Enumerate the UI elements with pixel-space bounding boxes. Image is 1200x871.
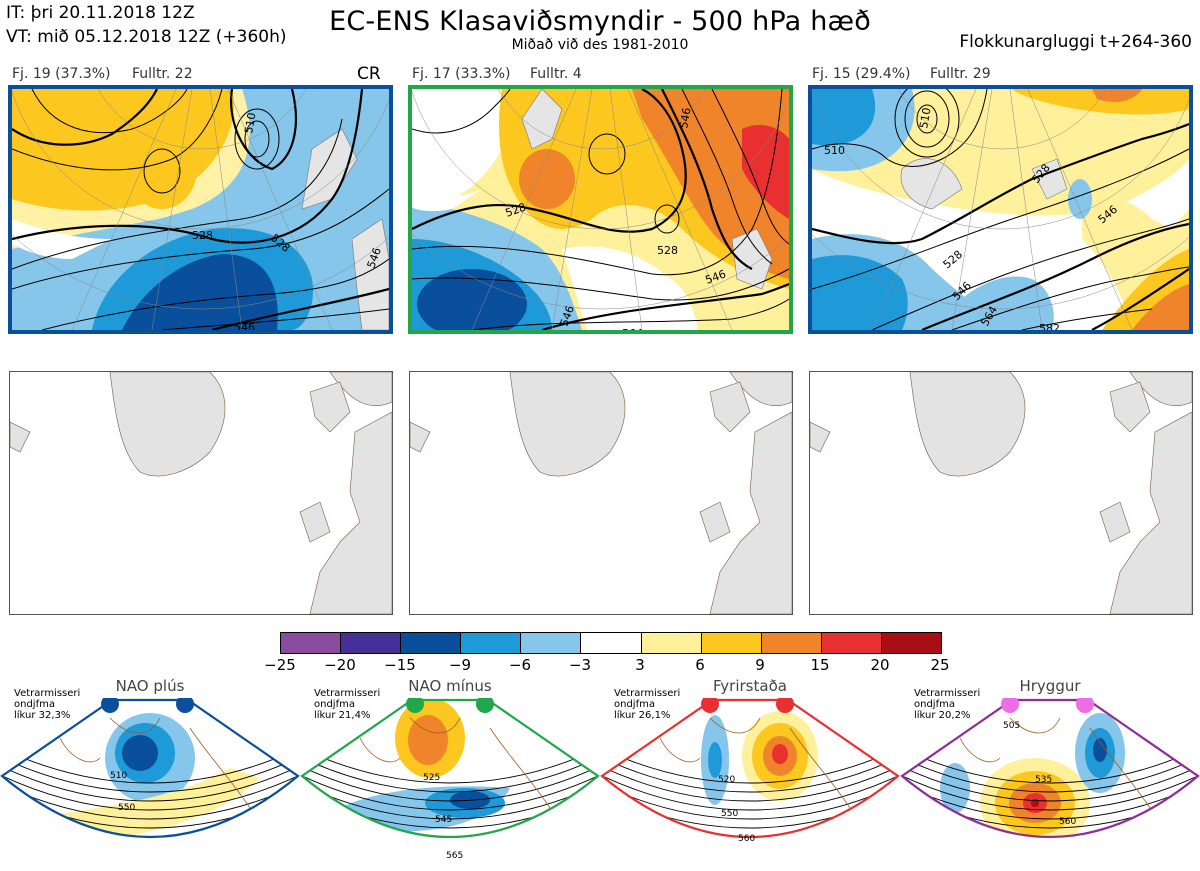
colorbar-tick-label: 9 [755,656,765,674]
colorbar [280,632,942,654]
regime-map: 505 535 560 [900,698,1200,838]
svg-text:582: 582 [1039,322,1060,330]
regime-probability-text: líkur 26,1% [614,710,671,721]
svg-text:510: 510 [242,112,258,135]
base-map-3 [810,372,1192,614]
svg-text:546: 546 [234,321,255,330]
page-subtitle: Miðað við des 1981-2010 [511,37,689,53]
regime-map: 520 550 560 [600,698,900,844]
colorbar-tick-label: −15 [384,656,416,674]
regime-probability-text: ondjfma [314,699,355,710]
regime-title: NAO plús [115,677,185,695]
regime-probability-text: líkur 32,3% [14,710,71,721]
cluster-1-representative: Fulltr. 22 [132,66,193,82]
regime-map-3[interactable] [809,371,1193,615]
colorbar-swatch [340,633,401,653]
colorbar-swatch [880,633,942,653]
colorbar-tick-label: 25 [930,656,950,674]
colorbar-tick-label: 15 [810,656,830,674]
colorbar-swatch [460,633,521,653]
cluster-3-label: Fj. 15 (29.4%) [812,66,911,82]
cluster-3-anomaly-field: 510 510 528 528 546 546 564 582 [812,89,1189,330]
svg-text:546: 546 [677,107,693,130]
regime-probability-text: líkur 21,4% [314,710,371,721]
page-title: EC-ENS Klasaviðsmyndir - 500 hPa hæð [329,6,871,37]
colorbar-swatch [520,633,581,653]
base-map-1 [10,372,392,614]
colorbar-tick-label: 3 [635,656,645,674]
valid-time: VT: mið 05.12.2018 12Z (+360h) [6,27,287,47]
colorbar-tick-label: −20 [324,656,356,674]
initial-time: IT: þri 20.11.2018 12Z [6,3,195,23]
cluster-3-map[interactable]: 510 510 528 528 546 546 564 582 [808,85,1193,334]
cluster-1-map[interactable]: 510 528 528 546 546 [8,85,393,334]
colorbar-swatch [640,633,701,653]
regime-contour-label: 545 [435,815,452,825]
regime-title: Hryggur [1019,677,1081,695]
svg-text:528: 528 [192,229,213,242]
colorbar-tick-label: 20 [870,656,890,674]
regime-map-1[interactable] [9,371,393,615]
colorbar-swatch [760,633,821,653]
svg-text:510: 510 [917,107,933,130]
regime-probability-text: ondjfma [914,699,955,710]
regime-contour-label: 535 [1035,775,1052,785]
colorbar-tick-label: −3 [568,656,592,674]
regime-contour-label: 550 [721,809,738,819]
colorbar-swatch [820,633,881,653]
regime-probability-text: Vetrarmisseri [914,688,981,699]
colorbar-swatch [281,633,341,653]
regime-contour-label: 520 [718,775,735,785]
regime-probability-text: Vetrarmisseri [614,688,681,699]
base-map-2 [410,372,792,614]
cluster-1-label: Fj. 19 (37.3%) [12,66,111,82]
regime-title: NAO mínus [408,677,492,695]
regime-map: 510 550 [0,698,300,838]
colorbar-swatch [580,633,641,653]
colorbar-tick-label: −25 [264,656,296,674]
colorbar-tick-label: −6 [508,656,532,674]
svg-text:564: 564 [622,327,643,330]
regime-contour-label: 510 [110,771,127,781]
regime-contour-label: 525 [423,773,440,783]
regime-contour-label: 560 [1059,817,1076,827]
colorbar-tick-label: −9 [448,656,472,674]
regime-contour-label: 560 [738,834,755,844]
regime-contour-label: 550 [118,803,135,813]
regime-probability-text: ondjfma [14,699,55,710]
cluster-3-representative: Fulltr. 29 [930,66,991,82]
regime-contour-label: 505 [1003,721,1020,731]
cluster-2-map[interactable]: 528 546 528 546 546 564 [408,85,793,334]
regime-probability-text: ondjfma [614,699,655,710]
svg-text:510: 510 [824,144,845,157]
cluster-2-representative: Fulltr. 4 [530,66,582,82]
cluster-2-anomaly-field: 528 546 528 546 546 564 [412,89,789,330]
regime-probability-text: Vetrarmisseri [314,688,381,699]
svg-text:528: 528 [657,244,678,257]
colorbar-tick-label: 6 [695,656,705,674]
regime-map-2[interactable] [409,371,793,615]
colorbar-swatch [400,633,461,653]
regime-probability-text: líkur 20,2% [914,710,971,721]
cluster-1-anomaly-field: 510 528 528 546 546 [12,89,389,330]
colorbar-swatch [700,633,761,653]
classification-window: Flokkunargluggi t+264-360 [959,32,1192,52]
regime-map: 525 545 565 [300,698,600,861]
cluster-2-label: Fj. 17 (33.3%) [412,66,511,82]
regime-title: Fyrirstaða [713,677,787,695]
regime-contour-label: 565 [446,851,463,861]
regime-probability-text: Vetrarmisseri [14,688,81,699]
cr-label: CR [357,64,381,84]
